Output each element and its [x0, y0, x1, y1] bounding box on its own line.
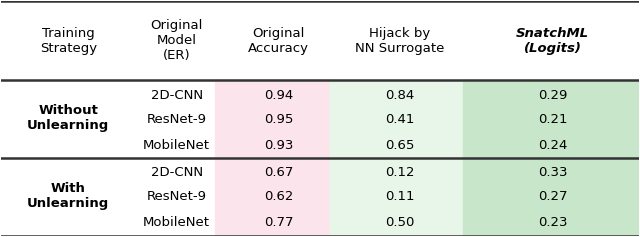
Bar	[330, 80, 463, 236]
Text: Original
Accuracy: Original Accuracy	[248, 27, 309, 55]
Text: Training
Strategy: Training Strategy	[40, 27, 97, 55]
Text: 0.12: 0.12	[385, 166, 415, 179]
Text: SnatchML
(Logits): SnatchML (Logits)	[516, 27, 589, 55]
Text: 2D-CNN: 2D-CNN	[150, 166, 203, 179]
Text: Without
Unlearning: Without Unlearning	[27, 105, 109, 132]
Bar	[463, 80, 639, 236]
Text: 0.67: 0.67	[264, 166, 293, 179]
Text: 0.62: 0.62	[264, 191, 293, 203]
Text: 0.33: 0.33	[538, 166, 567, 179]
Text: 2D-CNN: 2D-CNN	[150, 89, 203, 102]
Text: Original
Model
(ER): Original Model (ER)	[150, 19, 203, 62]
Text: 0.23: 0.23	[538, 216, 567, 229]
Text: 0.95: 0.95	[264, 113, 293, 126]
Text: MobileNet: MobileNet	[143, 216, 210, 229]
Text: 0.24: 0.24	[538, 139, 567, 152]
Text: 0.77: 0.77	[264, 216, 293, 229]
Text: 0.50: 0.50	[385, 216, 414, 229]
Text: 0.11: 0.11	[385, 191, 415, 203]
Bar	[215, 80, 330, 236]
Text: 0.94: 0.94	[264, 89, 293, 102]
Text: 0.84: 0.84	[385, 89, 414, 102]
Text: 0.29: 0.29	[538, 89, 567, 102]
Text: 0.27: 0.27	[538, 191, 567, 203]
Text: 0.65: 0.65	[385, 139, 414, 152]
Text: 0.93: 0.93	[264, 139, 293, 152]
Text: ResNet-9: ResNet-9	[147, 191, 207, 203]
Text: 0.21: 0.21	[538, 113, 567, 126]
Text: MobileNet: MobileNet	[143, 139, 210, 152]
Text: ResNet-9: ResNet-9	[147, 113, 207, 126]
Text: Hijack by
NN Surrogate: Hijack by NN Surrogate	[355, 27, 444, 55]
Text: With
Unlearning: With Unlearning	[27, 182, 109, 210]
Text: 0.41: 0.41	[385, 113, 414, 126]
